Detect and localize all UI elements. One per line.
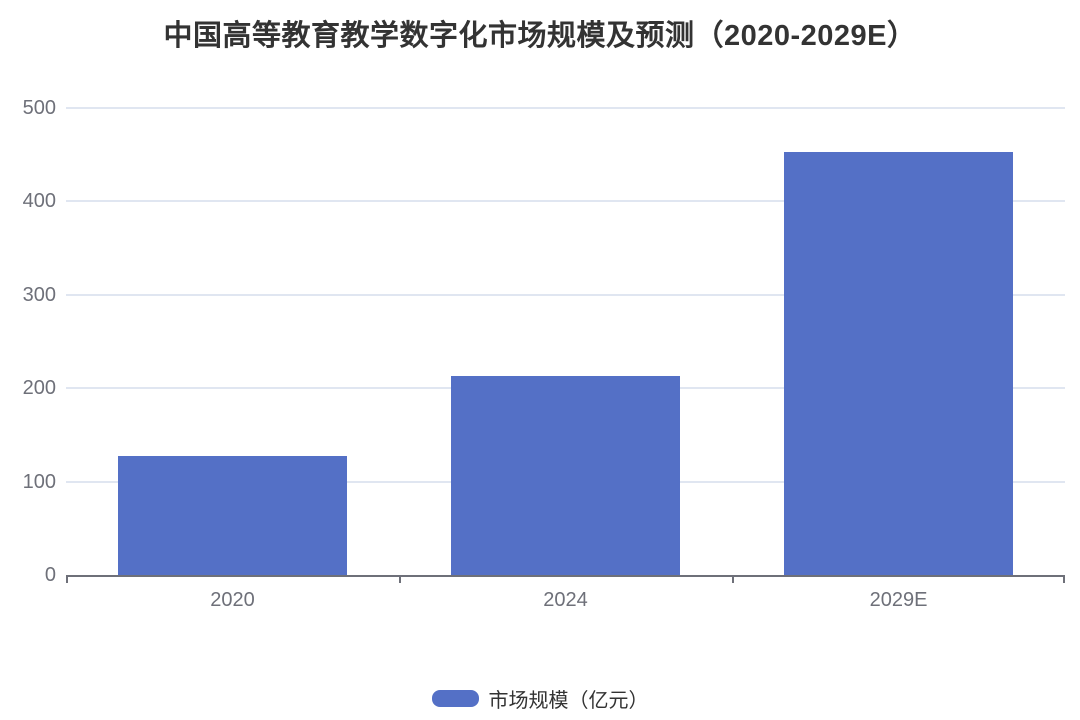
bar-2020[interactable] bbox=[118, 456, 347, 575]
gridline-500 bbox=[66, 107, 1065, 109]
y-axis-tick-label: 400 bbox=[22, 190, 56, 213]
gridline-300 bbox=[66, 293, 1065, 296]
x-axis-tick-mark bbox=[1063, 575, 1065, 583]
x-axis-tick-mark bbox=[66, 575, 68, 583]
y-axis-tick-label: 100 bbox=[22, 470, 56, 493]
y-axis-tick-label: 0 bbox=[44, 564, 56, 586]
y-axis-tick-label: 300 bbox=[22, 283, 56, 306]
legend[interactable]: 市场规模（亿元） bbox=[0, 684, 1080, 713]
bar-2024[interactable] bbox=[451, 376, 680, 575]
y-axis-tick-label: 500 bbox=[22, 97, 56, 119]
x-axis-tick-label: 2024 bbox=[543, 589, 588, 611]
x-axis-tick-label: 2029E bbox=[869, 589, 928, 611]
x-axis-tick-label: 2020 bbox=[210, 589, 255, 611]
x-axis-line bbox=[66, 575, 1065, 577]
plot-area: 0 100 200 300 400 500 2020 2024 2029E bbox=[23, 97, 1065, 611]
x-axis-tick-mark bbox=[732, 575, 734, 583]
legend-swatch bbox=[431, 690, 479, 707]
legend-label: 市场规模（亿元） bbox=[488, 690, 649, 712]
y-axis-tick-label: 200 bbox=[22, 377, 56, 400]
gridline-400 bbox=[66, 200, 1065, 203]
bar-2029E[interactable] bbox=[784, 151, 1013, 575]
chart-title: 中国高等教育教学数字化市场规模及预测（2020-2029E） bbox=[163, 20, 917, 52]
x-axis-tick-mark bbox=[399, 575, 401, 583]
